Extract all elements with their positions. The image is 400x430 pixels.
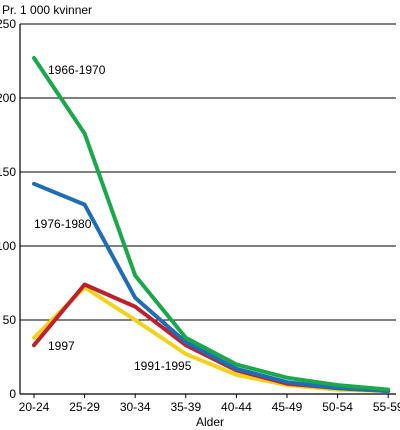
series-label-1976-1980: 1976-1980 bbox=[34, 217, 92, 231]
series-labels: 1966-1970 1976-1980 1991-1995 1997 bbox=[34, 63, 192, 373]
y-tick-label-0: 0 bbox=[9, 387, 16, 401]
x-tick-label-35-39: 35-39 bbox=[170, 400, 201, 414]
y-tick-label-150: 150 bbox=[0, 165, 16, 179]
x-tick-label-30-34: 30-34 bbox=[120, 400, 151, 414]
series-label-1997: 1997 bbox=[48, 339, 75, 353]
series-label-1991-1995: 1991-1995 bbox=[134, 359, 192, 373]
x-tick-label-40-44: 40-44 bbox=[221, 400, 252, 414]
gridlines bbox=[20, 23, 396, 321]
y-tick-label-50: 50 bbox=[3, 313, 17, 327]
x-tick-label-50-54: 50-54 bbox=[322, 400, 353, 414]
x-tick-label-45-49: 45-49 bbox=[272, 400, 303, 414]
axes bbox=[19, 24, 396, 398]
x-tick-labels: 20-24 25-29 30-34 35-39 40-44 45-49 50-54 55-59 bbox=[19, 400, 400, 414]
series-line-1991-1995 bbox=[32, 285, 391, 393]
y-axis-title: Pr. 1 000 kvinner bbox=[2, 3, 92, 17]
y-tick-label-100: 100 bbox=[0, 239, 16, 253]
x-tick-label-25-29: 25-29 bbox=[69, 400, 100, 414]
series-label-1966-1970: 1966-1970 bbox=[48, 63, 106, 77]
x-tick-label-20-24: 20-24 bbox=[19, 400, 50, 414]
y-tick-label-250: 250 bbox=[0, 17, 16, 31]
series-line-1997 bbox=[32, 282, 391, 393]
x-axis-title: Alder bbox=[196, 415, 224, 429]
x-tick-label-55-59: 55-59 bbox=[373, 400, 400, 414]
series-line-1966-1970 bbox=[32, 56, 391, 392]
y-tick-labels: 0 50 100 150 200 250 bbox=[0, 17, 16, 401]
series-line-1976-1980 bbox=[32, 181, 391, 393]
y-tick-label-200: 200 bbox=[0, 91, 16, 105]
series-lines bbox=[32, 56, 391, 393]
